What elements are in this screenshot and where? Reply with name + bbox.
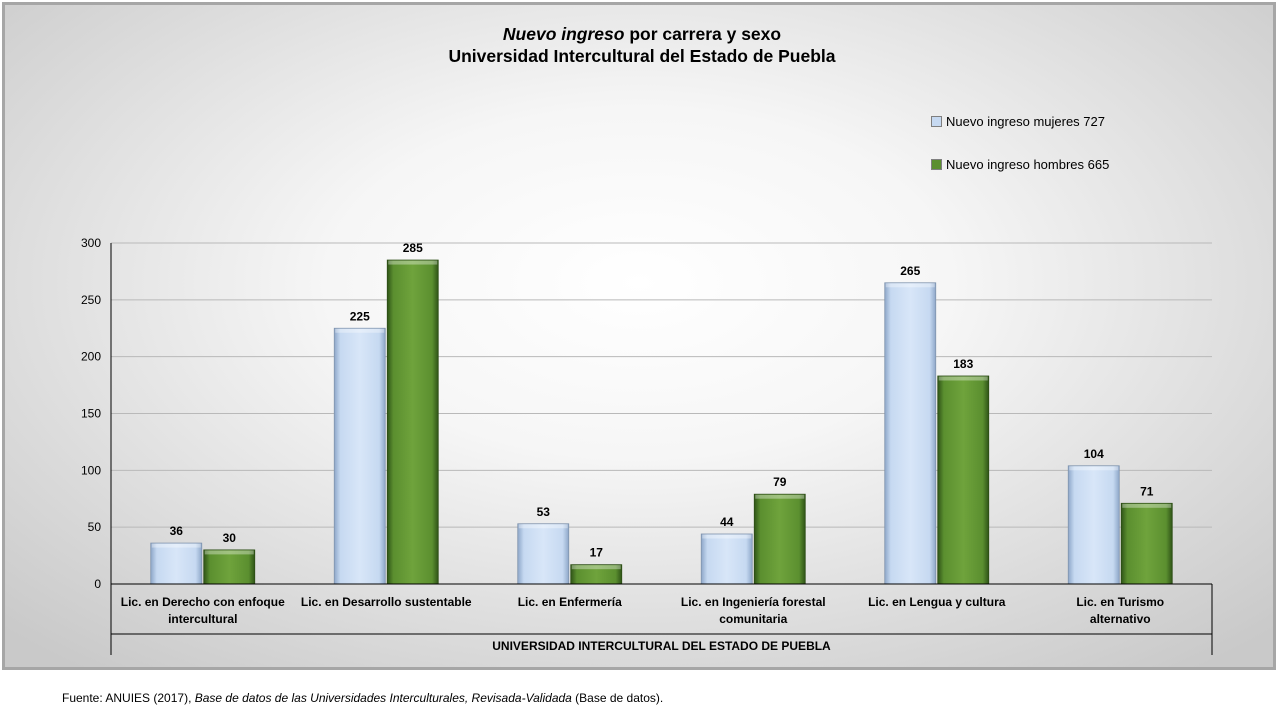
data-label-mujeres-4: 265 xyxy=(900,264,920,278)
bar-highlight-hombres-5 xyxy=(1122,503,1172,508)
chart-title-rest: por carrera y sexo xyxy=(624,24,782,44)
bar-highlight-hombres-1 xyxy=(388,260,438,265)
chart-title: Nuevo ingreso por carrera y sexo Univers… xyxy=(5,23,1279,67)
data-label-hombres-2: 17 xyxy=(590,546,604,560)
y-tick-label-50: 50 xyxy=(88,520,102,534)
y-tick-label-300: 300 xyxy=(81,236,101,250)
bar-hombres-1 xyxy=(386,259,439,585)
source-note: Fuente: ANUIES (2017), Base de datos de … xyxy=(62,691,663,705)
bar-mujeres-3 xyxy=(700,533,753,585)
chart-frame: Nuevo ingreso por carrera y sexo Univers… xyxy=(2,2,1276,670)
bar-hombres-5 xyxy=(1120,502,1173,585)
bar-hombres-3 xyxy=(753,493,806,585)
data-label-hombres-3: 79 xyxy=(773,475,787,489)
data-label-hombres-5: 71 xyxy=(1140,484,1154,498)
x-group-label: UNIVERSIDAD INTERCULTURAL DEL ESTADO DE … xyxy=(492,639,831,653)
x-tick-label-1-0: Lic. en Desarrollo sustentable xyxy=(301,595,472,609)
source-suffix: (Base de datos). xyxy=(571,691,664,705)
bar-mujeres-4 xyxy=(884,282,937,585)
chart-title-line-1: Nuevo ingreso por carrera y sexo xyxy=(5,23,1279,45)
data-label-mujeres-1: 225 xyxy=(350,309,370,323)
bar-hombres-0 xyxy=(203,549,256,585)
data-label-mujeres-5: 104 xyxy=(1084,447,1104,461)
bar-highlight-hombres-0 xyxy=(204,550,254,555)
bar-mujeres-5 xyxy=(1067,465,1120,585)
source-title: Base de datos de las Universidades Inter… xyxy=(194,691,572,705)
y-tick-label-150: 150 xyxy=(81,407,101,421)
bar-chart: 36 30 225 285 53 17 44 79 265 183 104 71 0 50 100 150 2… xyxy=(81,236,1213,655)
bar-highlight-mujeres-5 xyxy=(1069,466,1119,471)
bar-highlight-mujeres-2 xyxy=(518,524,568,529)
bar-hombres-4 xyxy=(937,375,990,585)
x-tick-label-0-0: Lic. en Derecho con enfoque xyxy=(121,595,285,609)
legend-label-hombres: Nuevo ingreso hombres 665 xyxy=(946,157,1110,172)
data-label-mujeres-0: 36 xyxy=(170,524,184,538)
data-label-mujeres-3: 44 xyxy=(720,515,734,529)
legend-item-hombres: Nuevo ingreso hombres 665 xyxy=(931,157,1109,172)
y-tick-label-200: 200 xyxy=(81,350,101,364)
x-tick-label-3-1: comunitaria xyxy=(719,612,787,626)
bar-highlight-hombres-3 xyxy=(755,494,805,499)
legend-swatch-hombres xyxy=(931,159,942,170)
legend-label-mujeres: Nuevo ingreso mujeres 727 xyxy=(946,114,1105,129)
source-prefix: Fuente: ANUIES (2017), xyxy=(62,691,195,705)
x-tick-label-2-0: Lic. en Enfermería xyxy=(518,595,622,609)
x-tick-label-0-1: intercultural xyxy=(168,612,237,626)
bar-highlight-hombres-4 xyxy=(938,376,988,381)
data-label-hombres-1: 285 xyxy=(403,241,423,255)
x-tick-label-5-0: Lic. en Turismo xyxy=(1076,595,1164,609)
bar-highlight-mujeres-3 xyxy=(702,534,752,539)
bar-highlight-mujeres-0 xyxy=(151,543,201,548)
data-label-hombres-0: 30 xyxy=(223,531,237,545)
legend-item-mujeres: Nuevo ingreso mujeres 727 xyxy=(931,114,1105,129)
chart-title-italic: Nuevo ingreso xyxy=(502,24,625,44)
x-tick-label-5-1: alternativo xyxy=(1090,612,1151,626)
bar-mujeres-0 xyxy=(150,542,203,585)
bar-highlight-mujeres-1 xyxy=(335,328,385,333)
y-tick-label-0: 0 xyxy=(94,577,101,591)
x-tick-label-3-0: Lic. en Ingeniería forestal xyxy=(681,595,826,609)
data-label-hombres-4: 183 xyxy=(953,357,973,371)
bar-highlight-hombres-2 xyxy=(571,565,621,570)
bar-mujeres-1 xyxy=(333,327,386,585)
bar-highlight-mujeres-4 xyxy=(885,283,935,288)
data-label-mujeres-2: 53 xyxy=(537,505,551,519)
legend-swatch-mujeres xyxy=(931,116,942,127)
x-tick-label-4-0: Lic. en Lengua y cultura xyxy=(868,595,1006,609)
y-tick-label-100: 100 xyxy=(81,463,101,477)
chart-subtitle: Universidad Intercultural del Estado de … xyxy=(448,46,836,66)
y-tick-label-250: 250 xyxy=(81,293,101,307)
bar-mujeres-2 xyxy=(517,523,570,585)
